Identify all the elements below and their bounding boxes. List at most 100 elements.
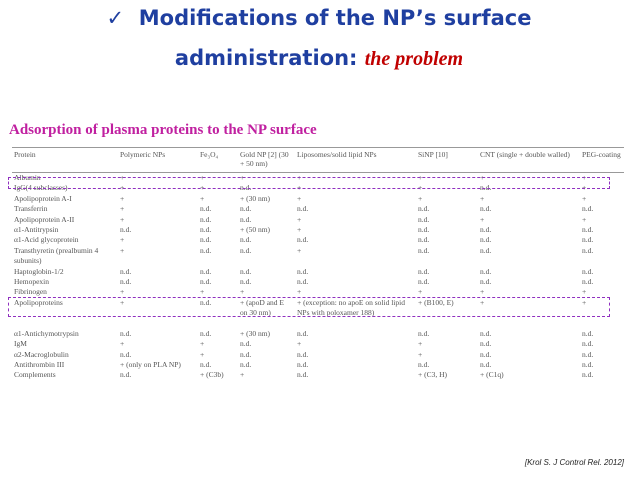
table-cell: n.d. xyxy=(240,266,252,276)
table-cell: n.d. xyxy=(200,214,212,224)
table-cell: + (exception: no apoE on solid lipid NPs… xyxy=(297,297,405,318)
table-cell: n.d. xyxy=(480,225,492,235)
subtitle: Adsorption of plasma proteins to the NP … xyxy=(9,122,317,138)
column-header: Fe₃O₄ xyxy=(198,147,238,173)
table-cell: n.d. xyxy=(480,266,492,276)
table-cell: + xyxy=(480,287,485,297)
table-row: Transthyretin (prealbumin 4 subunits) + n.… xyxy=(12,246,624,267)
title-line: administration: the problem xyxy=(0,46,638,71)
column-header: SiNP [10] xyxy=(416,147,478,173)
table-cell: n.d. xyxy=(582,339,594,349)
title: administration: xyxy=(174,46,358,70)
table-row: α1-Antitrypsin n.d. n.d. + (50 nm) + n.d. n.d.… xyxy=(12,225,624,235)
table-cell: + xyxy=(120,287,125,297)
table-cell: n.d. xyxy=(240,339,252,349)
table-cell: n.d. xyxy=(297,266,309,276)
table-cell: n.d. xyxy=(582,370,594,380)
table-cell: Hemopexin xyxy=(14,277,49,287)
table-cell: IgG(4 subclasses) xyxy=(14,183,68,193)
table-cell: Haptoglobin-1/2 xyxy=(14,266,64,276)
table-row: Apolipoprotein A-II + n.d. n.d. + n.d. + + xyxy=(12,215,624,225)
table-cell: n.d. xyxy=(418,277,430,287)
table-cell: + xyxy=(480,214,485,224)
table-cell: + xyxy=(418,183,423,193)
table-cell: + xyxy=(240,370,245,380)
table-cell: + xyxy=(200,339,205,349)
table-cell: + xyxy=(480,193,485,203)
table-cell: Transthyretin (prealbumin 4 subunits) xyxy=(14,245,99,266)
table-cell: n.d. xyxy=(418,245,430,255)
table-cell: Fibrinogen xyxy=(14,287,47,297)
table-cell: n.d. xyxy=(418,266,430,276)
table-cell: n.d. xyxy=(418,225,430,235)
table-cell: α1-Antitrypsin xyxy=(14,225,59,235)
table-cell: α1-Acid glycoprotein xyxy=(14,235,79,245)
table-cell: n.d. xyxy=(240,183,252,193)
table-cell: n.d. xyxy=(297,370,309,380)
table-cell: + (30 nm) xyxy=(240,193,271,203)
table-cell: n.d. xyxy=(297,328,309,338)
table-cell: n.d. xyxy=(418,204,430,214)
table-cell: α2-Macroglobulin xyxy=(14,349,69,359)
check-mark: ✓ xyxy=(106,6,125,30)
table-cell: + (apoD and E on 30 nm) xyxy=(240,297,285,318)
table-row: Apolipoproteins + n.d. + (apoD and E on 30 … xyxy=(12,298,624,319)
table-cell: Antithrombin III xyxy=(14,359,65,369)
table-cell: n.d. xyxy=(120,370,132,380)
table-cell: n.d. xyxy=(240,245,252,255)
table-cell: n.d. xyxy=(480,183,492,193)
table-cell: + xyxy=(418,287,423,297)
table-cell: + xyxy=(200,193,205,203)
table-cell: n.d. xyxy=(200,328,212,338)
table-row: Transferrin + n.d. n.d. n.d. n.d. n.d. n.d. xyxy=(12,204,624,214)
table-cell: n.d. xyxy=(120,277,132,287)
table-cell: + xyxy=(582,183,587,193)
table-cell: Apolipoprotein A-I xyxy=(14,193,72,203)
table-row: Hemopexin n.d. n.d. n.d. n.d. n.d. n.d. n.d. xyxy=(12,277,624,287)
table-cell: n.d. xyxy=(200,225,212,235)
table-cell: n.d. xyxy=(200,266,212,276)
table-cell: + xyxy=(120,204,125,214)
table-cell: n.d. xyxy=(120,328,132,338)
table-row: Antithrombin III + (only on PLA NP) n.d. n.… xyxy=(12,360,624,370)
title-tail: the problem xyxy=(364,48,464,70)
table-cell: + xyxy=(582,214,587,224)
table-cell: + xyxy=(120,235,125,245)
table-cell: n.d. xyxy=(418,359,430,369)
table-cell: n.d. xyxy=(480,349,492,359)
table-cell: n.d. xyxy=(200,245,212,255)
table-cell: + (C3b) xyxy=(200,370,224,380)
table-cell: n.d. xyxy=(480,359,492,369)
citation: [Krol S. J Control Rel. 2012] xyxy=(524,458,624,467)
table-cell: n.d. xyxy=(582,359,594,369)
table-row: Apolipoprotein A-I + + + (30 nm) + + + + xyxy=(12,194,624,204)
table-cell: n.d. xyxy=(240,349,252,359)
table-cell: + xyxy=(120,297,125,307)
table-cell: n.d. xyxy=(480,277,492,287)
table-cell: + xyxy=(120,183,125,193)
table-cell: + xyxy=(582,297,587,307)
table-cell: n.d. xyxy=(480,235,492,245)
table-cell: + xyxy=(582,287,587,297)
table-cell: n.d. xyxy=(582,235,594,245)
table-cell: n.d. xyxy=(480,339,492,349)
table-cell: n.d. xyxy=(297,349,309,359)
table-cell: n.d. xyxy=(240,214,252,224)
table-cell: n.d. xyxy=(120,225,132,235)
column-header: Gold NP [2] (30 + 50 nm) xyxy=(238,147,295,173)
table-cell: n.d. xyxy=(582,245,594,255)
table-cell: n.d. xyxy=(582,204,594,214)
table-cell: Complements xyxy=(14,370,56,380)
column-header: Protein xyxy=(12,147,118,173)
table-cell: + xyxy=(418,339,423,349)
table-cell: + xyxy=(297,193,302,203)
table-cell: IgM xyxy=(14,339,27,349)
table-cell: n.d. xyxy=(582,277,594,287)
table-row: α1-Acid glycoprotein + n.d. n.d. n.d. n.d. n.d… xyxy=(12,235,624,245)
table-cell: + xyxy=(120,245,125,255)
table-cell: + xyxy=(120,193,125,203)
table-cell: n.d. xyxy=(582,328,594,338)
table-cell: + (C3, H) xyxy=(418,370,448,380)
table-cell: + xyxy=(418,349,423,359)
